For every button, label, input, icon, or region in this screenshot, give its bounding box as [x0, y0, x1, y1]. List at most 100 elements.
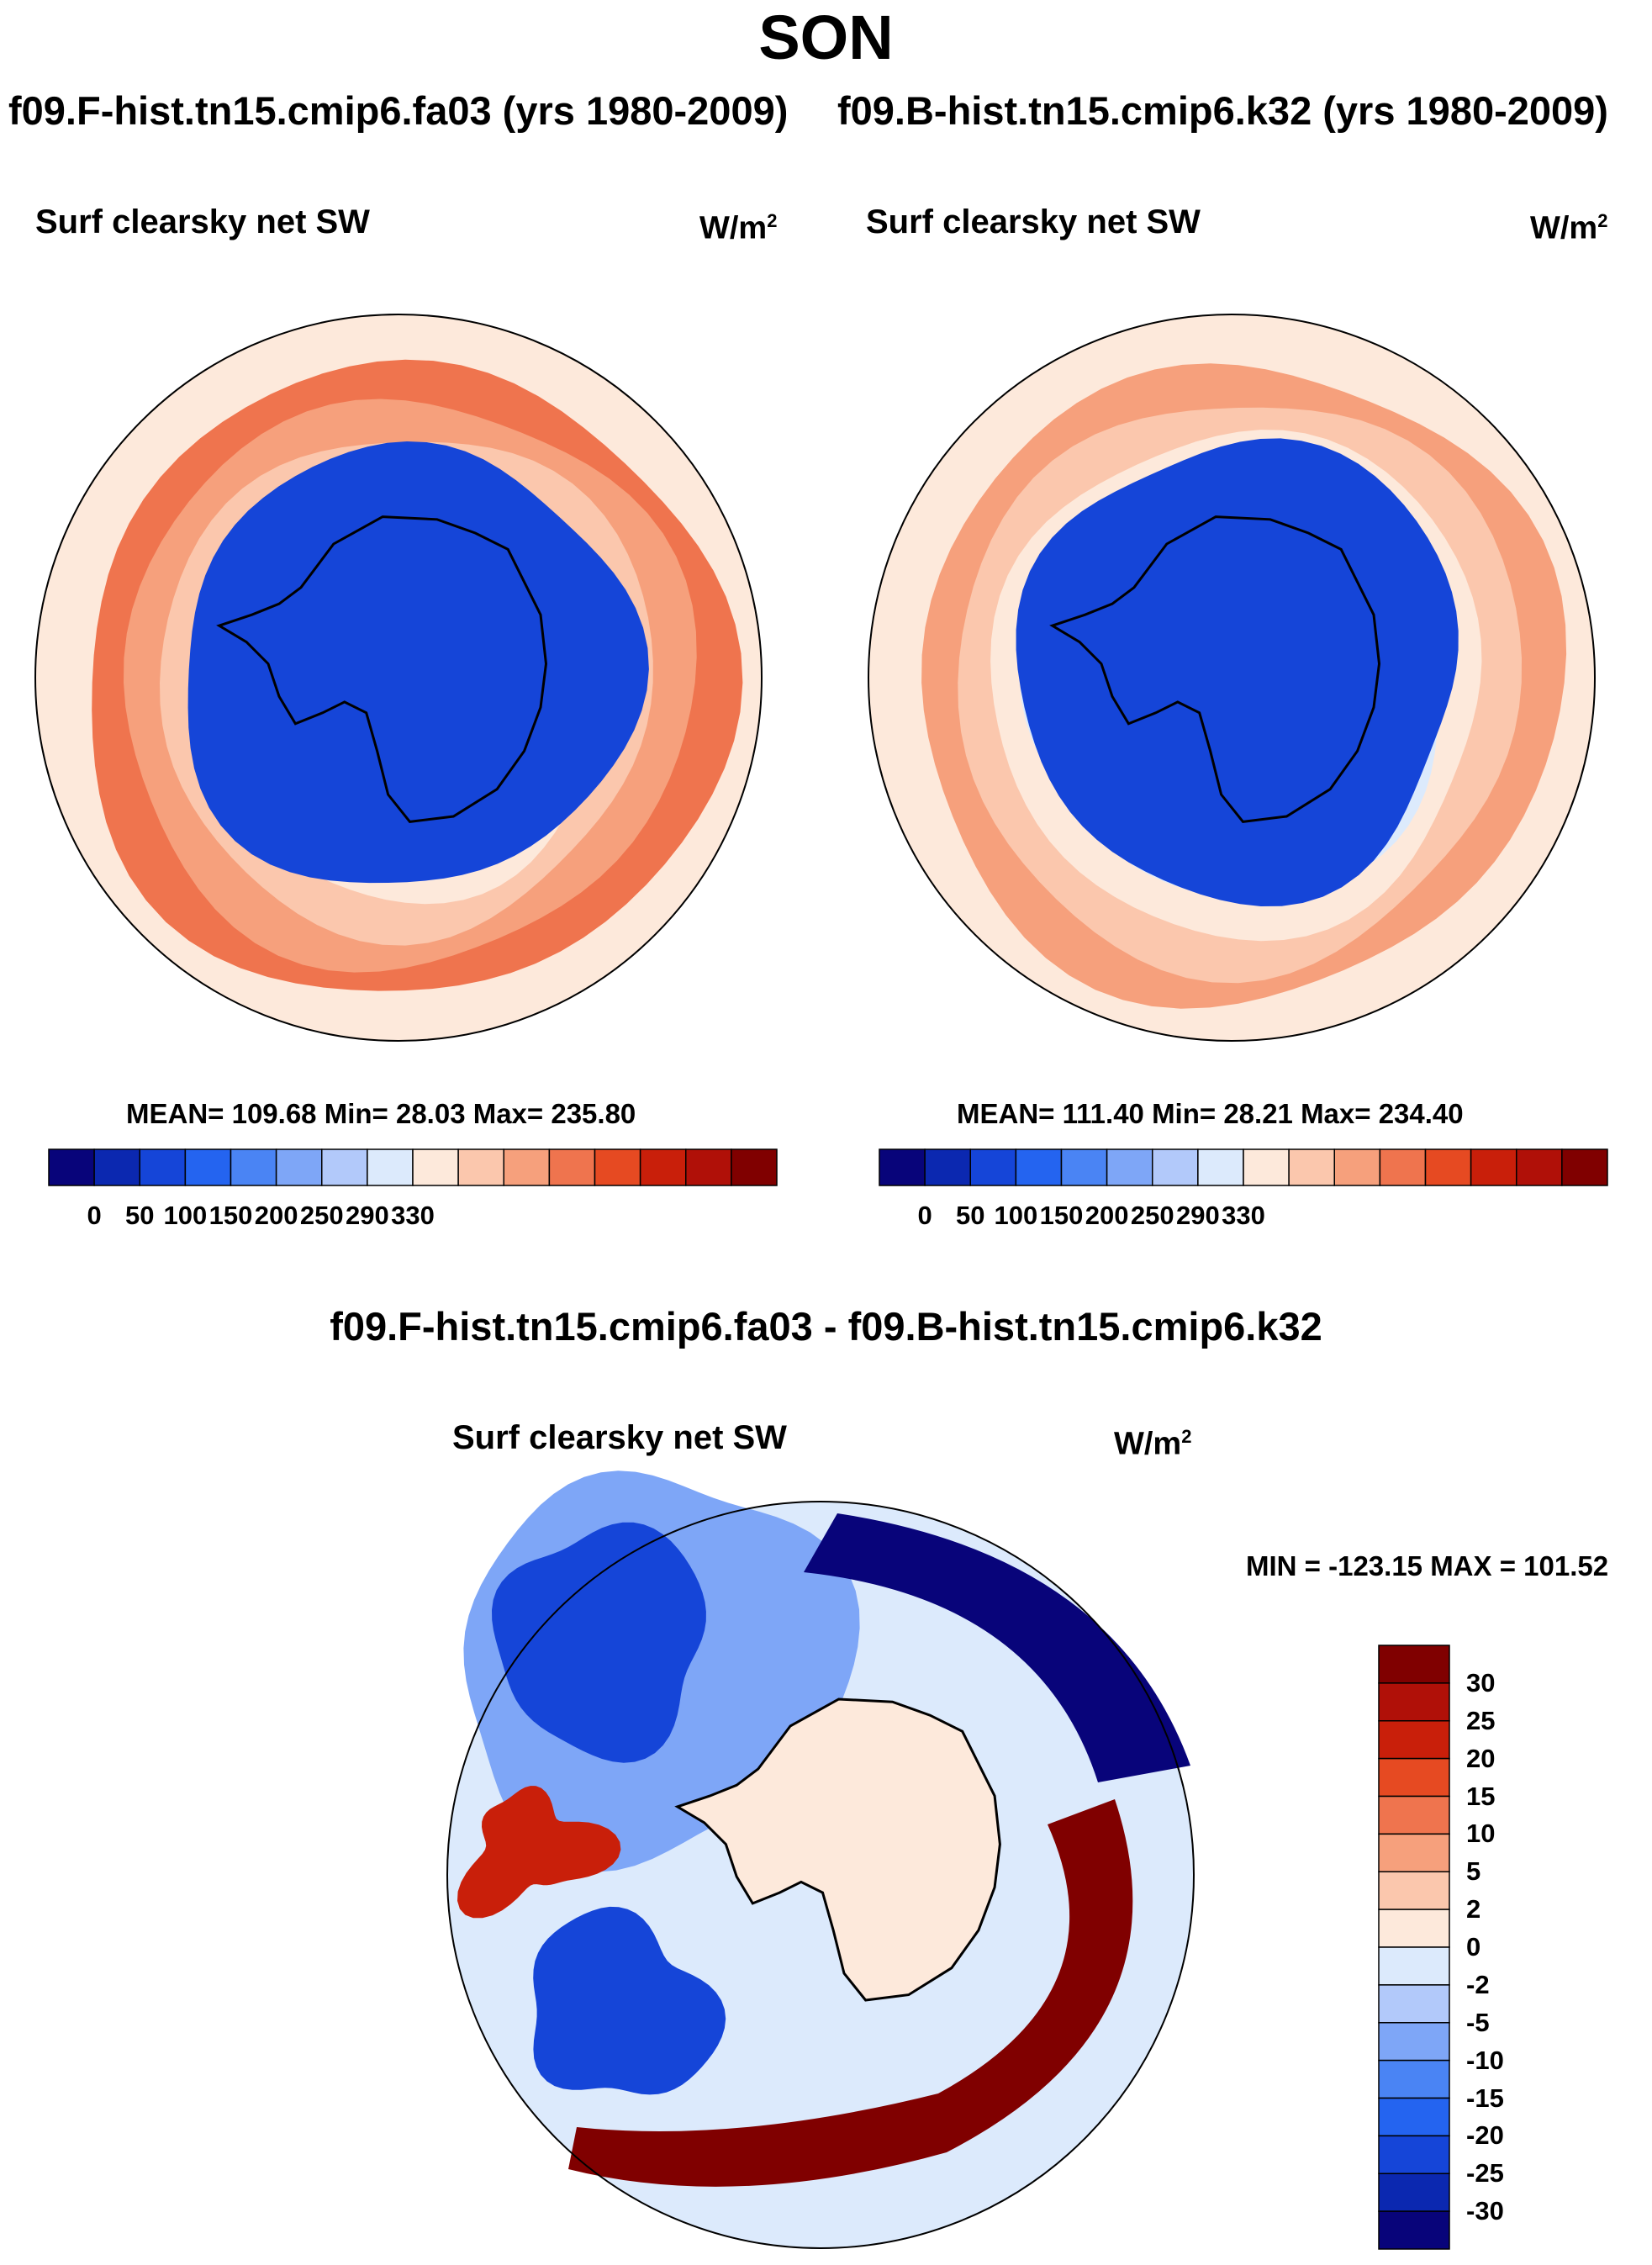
- colorbar-swatch: [1378, 1720, 1450, 1760]
- colorbar-tick-label: -30: [1466, 2196, 1504, 2226]
- colorbar-swatch: [48, 1148, 95, 1186]
- diff-negative-band: [804, 1513, 1190, 1782]
- panel1-stats: MEAN= 109.68 Min= 28.03 Max= 235.80: [126, 1098, 636, 1129]
- right-case-title: f09.B-hist.tn15.cmip6.k32 (yrs 1980-2009…: [837, 88, 1608, 133]
- colorbar-tick-label: 250: [299, 1201, 344, 1230]
- colorbar-swatch: [1378, 1871, 1450, 1910]
- colorbar-swatch: [1378, 1833, 1450, 1872]
- colorbar-swatch: [1288, 1148, 1335, 1186]
- panel2-stats: MEAN= 111.40 Min= 28.21 Max= 234.40: [957, 1098, 1464, 1129]
- panel2-units: W/m2: [1530, 210, 1608, 246]
- panel1-units: W/m2: [699, 210, 778, 246]
- colorbar-tick-label: 50: [125, 1201, 155, 1230]
- colorbar-tick-label: 100: [163, 1201, 208, 1230]
- colorbar-swatch: [1516, 1148, 1563, 1186]
- colorbar-swatch: [1378, 2135, 1450, 2174]
- colorbar-swatch: [1378, 1909, 1450, 1948]
- colorbar-tick-label: 150: [1039, 1201, 1084, 1230]
- colorbar-swatch: [139, 1148, 187, 1186]
- colorbar-tick-label: -10: [1466, 2045, 1504, 2075]
- colorbar-tick-label: 250: [1130, 1201, 1174, 1230]
- colorbar-swatch: [1378, 1795, 1450, 1835]
- colorbar-tick-label: 0: [87, 1201, 102, 1230]
- colorbar-swatch: [1378, 1645, 1450, 1684]
- colorbar-tick-label: 330: [391, 1201, 435, 1230]
- colorbar-tick-label: 100: [994, 1201, 1038, 1230]
- colorbar-swatch: [731, 1148, 778, 1186]
- colorbar-swatch: [1333, 1148, 1381, 1186]
- colorbar-tick-label: 20: [1466, 1743, 1496, 1773]
- colorbar-swatch: [1379, 1148, 1427, 1186]
- colorbar-swatch: [1015, 1148, 1063, 1186]
- colorbar-tick-label: 5: [1466, 1856, 1481, 1887]
- panel1-field: [35, 314, 762, 1041]
- colorbar-swatch: [1424, 1148, 1472, 1186]
- colorbar-swatch: [969, 1148, 1017, 1186]
- antarctica-coastline: [1049, 515, 1381, 823]
- colorbar-swatch: [924, 1148, 971, 1186]
- colorbar-swatch: [1561, 1148, 1608, 1186]
- colorbar-swatch: [367, 1148, 414, 1186]
- colorbar-tick-label: -20: [1466, 2120, 1504, 2151]
- panel3-title: Surf clearsky net SW: [452, 1419, 787, 1456]
- colorbar-swatch: [1378, 2022, 1450, 2062]
- colorbar-tick-label: 200: [254, 1201, 298, 1230]
- antarctica-coastline: [216, 515, 548, 823]
- colorbar-swatch: [412, 1148, 459, 1186]
- colorbar-tick-label: -15: [1466, 2083, 1504, 2113]
- colorbar-tick-label: 0: [917, 1201, 932, 1230]
- colorbar-swatch: [639, 1148, 687, 1186]
- colorbar-swatch: [457, 1148, 504, 1186]
- colorbar-swatch: [321, 1148, 368, 1186]
- colorbar-swatch: [1197, 1148, 1244, 1186]
- colorbar-swatch: [1378, 2173, 1450, 2212]
- colorbar-swatch: [1378, 1757, 1450, 1798]
- colorbar-swatch: [275, 1148, 323, 1186]
- diff-title: f09.F-hist.tn15.cmip6.fa03 - f09.B-hist.…: [330, 1304, 1322, 1349]
- colorbar-swatch: [1378, 2210, 1450, 2250]
- colorbar-swatch: [1152, 1148, 1199, 1186]
- panel2-title: Surf clearsky net SW: [866, 203, 1201, 240]
- colorbar-swatch: [503, 1148, 551, 1186]
- colorbar-tick-label: 200: [1085, 1201, 1129, 1230]
- panel1-title: Surf clearsky net SW: [35, 203, 370, 240]
- left-case-title: f09.F-hist.tn15.cmip6.fa03 (yrs 1980-200…: [8, 88, 789, 133]
- colorbar-swatch: [594, 1148, 641, 1186]
- colorbar-tick-label: 10: [1466, 1819, 1496, 1849]
- colorbar-tick-label: 2: [1466, 1894, 1481, 1924]
- colorbar-swatch: [1378, 1946, 1450, 1986]
- colorbar-swatch: [230, 1148, 277, 1186]
- colorbar-tick-label: 0: [1466, 1932, 1481, 1961]
- colorbar-tick-label: -5: [1466, 2007, 1490, 2037]
- colorbar-swatch: [184, 1148, 232, 1186]
- colorbar-swatch: [1106, 1148, 1153, 1186]
- colorbar-swatch: [548, 1148, 596, 1186]
- colorbar-swatch: [1378, 2059, 1450, 2099]
- colorbar-tick-label: 50: [956, 1201, 985, 1230]
- diff-positive-band: [568, 1799, 1133, 2187]
- colorbar-tick-label: 150: [208, 1201, 253, 1230]
- panel3-stats: MIN = -123.15 MAX = 101.52: [1246, 1550, 1609, 1581]
- colorbar-tick-label: 15: [1466, 1781, 1496, 1811]
- panel2-map-border: [868, 314, 1596, 1042]
- panel1-map-border: [34, 314, 763, 1042]
- panel2-field: [868, 314, 1595, 1041]
- colorbar-tick-label: 25: [1466, 1705, 1496, 1735]
- colorbar-swatch: [1378, 1682, 1450, 1722]
- colorbar-swatch: [1378, 2097, 1450, 2137]
- main-title: SON: [758, 3, 894, 72]
- diff-negative-region: [533, 1906, 726, 2095]
- colorbar-tick-label: -2: [1466, 1969, 1490, 1999]
- colorbar-swatch: [879, 1148, 926, 1186]
- antarctica-coastline: [674, 1697, 1001, 2002]
- panel3-map-border: [446, 1501, 1195, 2249]
- colorbar-swatch: [1378, 1984, 1450, 2024]
- colorbar-tick-label: 30: [1466, 1667, 1496, 1697]
- colorbar-swatch: [1060, 1148, 1108, 1186]
- colorbar-swatch: [1470, 1148, 1517, 1186]
- colorbar-tick-label: -25: [1466, 2158, 1504, 2188]
- colorbar-swatch: [93, 1148, 140, 1186]
- panel3-units: W/m2: [1114, 1426, 1192, 1462]
- colorbar-tick-label: 290: [1176, 1201, 1220, 1230]
